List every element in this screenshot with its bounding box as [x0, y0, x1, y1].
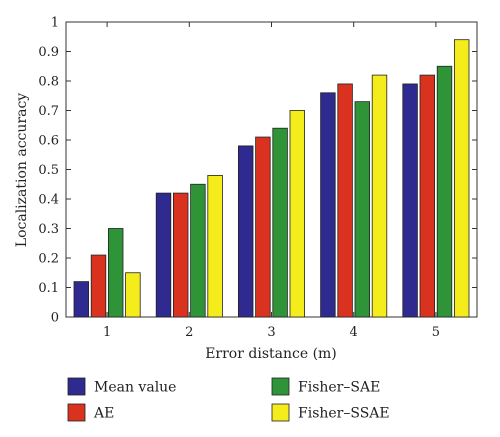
bar-mean-value-1 — [73, 281, 90, 318]
legend-label: Fisher–SSAE — [298, 406, 390, 422]
bar-ae-2 — [172, 192, 189, 318]
bar-fisher-ssae-1 — [125, 272, 141, 318]
legend-label: Mean value — [94, 380, 176, 396]
legend: Mean value AE Fisher–SAE Fisher–SSAE — [67, 377, 390, 422]
bar-fisher-ssae-4 — [371, 74, 388, 318]
bar-ae-5 — [419, 74, 436, 318]
x-tick-label: 1 — [103, 325, 111, 340]
y-axis-title: Localization accuracy — [14, 93, 30, 248]
bar-ae-3 — [255, 136, 271, 318]
x-tick-label: 2 — [185, 325, 193, 340]
y-tick-label: 0.6 — [38, 134, 59, 149]
y-tick-label: 0.9 — [38, 45, 59, 60]
legend-swatch — [271, 377, 290, 396]
y-tick-label: 0.1 — [38, 281, 59, 296]
y-tick-label: 0.8 — [38, 75, 59, 90]
bar-fisher-ssae-3 — [289, 110, 306, 318]
x-axis-title: Error distance (m) — [205, 346, 337, 362]
bar-fisher-ssae-2 — [207, 174, 223, 318]
y-tick-label: 0.4 — [38, 193, 59, 208]
legend-swatch — [271, 403, 290, 422]
x-tick-label: 4 — [350, 325, 358, 340]
y-tick-label: 0.5 — [38, 163, 59, 178]
y-tick-label: 0.2 — [38, 252, 59, 267]
bar-mean-value-2 — [155, 192, 172, 318]
y-axis: 0 0.1 0.2 0.3 0.4 0.5 0.6 0.7 0.8 0.9 1 — [38, 16, 477, 326]
x-tick-label: 5 — [432, 325, 440, 340]
bar-mean-value-3 — [237, 145, 254, 318]
bar-fisher-sae-3 — [272, 127, 288, 318]
y-tick-label: 0.3 — [38, 222, 59, 237]
bar-mean-value-4 — [320, 92, 336, 318]
legend-label: AE — [93, 406, 114, 422]
x-axis: 1 2 3 4 5 — [103, 22, 440, 340]
x-tick-label: 3 — [267, 325, 275, 340]
bar-fisher-sae-2 — [190, 183, 206, 318]
y-tick-label: 1 — [51, 16, 59, 31]
y-tick-label: 0.7 — [38, 104, 59, 119]
bar-ae-4 — [337, 83, 353, 318]
y-tick-label: 0 — [51, 311, 59, 326]
legend-swatch — [67, 403, 86, 422]
bar-mean-value-5 — [402, 83, 418, 318]
bar-fisher-sae-1 — [108, 228, 124, 318]
bar-fisher-ssae-5 — [453, 39, 470, 318]
bar-fisher-sae-5 — [436, 65, 453, 318]
bar-ae-1 — [90, 254, 107, 318]
bar-fisher-sae-4 — [354, 101, 371, 318]
bars-group — [73, 39, 470, 318]
legend-swatch — [67, 377, 86, 396]
legend-label: Fisher–SAE — [298, 380, 380, 396]
